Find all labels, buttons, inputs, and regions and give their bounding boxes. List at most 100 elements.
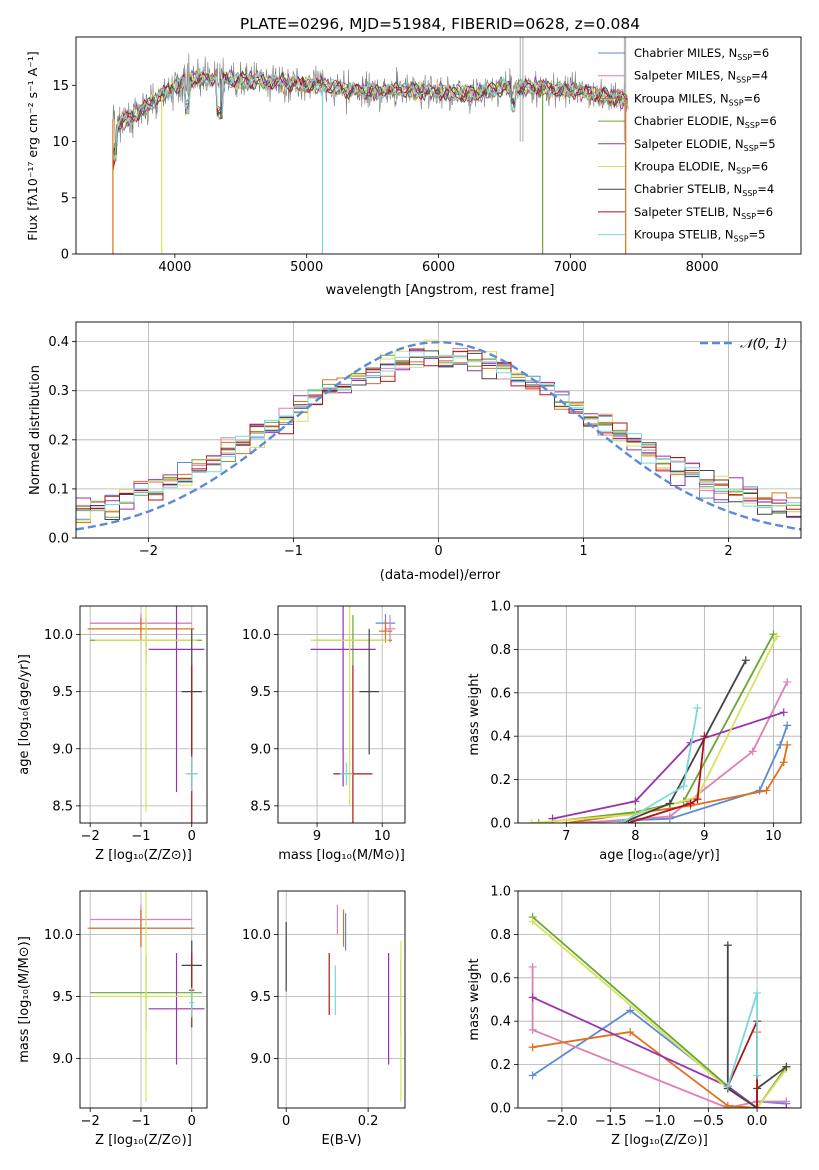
errorbar-point bbox=[95, 606, 197, 812]
y-tick-label: 0.8 bbox=[490, 928, 511, 943]
x-tick-label: 0 bbox=[434, 544, 442, 559]
x-axis-label: E(B-V) bbox=[321, 1133, 361, 1148]
data-point bbox=[528, 1025, 537, 1034]
data-point bbox=[528, 1071, 537, 1080]
data-point bbox=[779, 758, 788, 767]
plot-area bbox=[112, 37, 629, 254]
y-tick-label: 9.0 bbox=[250, 1052, 271, 1067]
data-point bbox=[665, 812, 674, 821]
plot-area bbox=[87, 891, 205, 1102]
series-line bbox=[562, 740, 792, 823]
y-axis-label: Normed distribution bbox=[28, 365, 43, 495]
x-tick-label: 0.0 bbox=[747, 1114, 768, 1129]
panel-massweight-vs-metallicity: −2.0 −1.5 −1.0 −0.5 0.0 0.0 0.2 0.4 0.6 0.8 1.0 Z [… bbox=[467, 885, 802, 1148]
data-point bbox=[723, 1082, 732, 1091]
x-tick-label: 1 bbox=[579, 544, 587, 559]
axes-frame bbox=[79, 890, 208, 1109]
legend: Chabrier MILES, NSSP=6 Salpeter MILES, NS… bbox=[598, 46, 777, 244]
series-path bbox=[726, 945, 787, 1108]
y-axis-label: age [log₁₀(age/yr)] bbox=[17, 654, 32, 775]
y-tick-label: 0.6 bbox=[490, 686, 511, 701]
panel-massweight-vs-age: 7 8 9 10 0.0 0.2 0.4 0.6 0.8 1.0 age [log₁₀(age/yr… bbox=[467, 600, 802, 863]
x-tick-label: 10 bbox=[374, 829, 391, 844]
y-axis-label: mass weight bbox=[467, 958, 482, 1040]
errorbar-point bbox=[185, 756, 198, 792]
panel-residuals: −2 −1 0 1 2 0.0 0.1 0.2 0.3 0.4 𝒩(0, 1) (data-model… bbox=[28, 321, 802, 583]
legend: 𝒩(0, 1) bbox=[700, 337, 787, 352]
y-tick-label: 10.0 bbox=[44, 928, 73, 943]
y-tick-label: 1.0 bbox=[490, 600, 511, 615]
plot-area bbox=[310, 606, 396, 823]
data-point bbox=[782, 1062, 791, 1071]
x-tick-label: 9 bbox=[700, 829, 708, 844]
x-axis-label: Z [log₁₀(Z/Z⊙)] bbox=[95, 1133, 192, 1148]
y-tick-label: 0.2 bbox=[490, 773, 511, 788]
x-tick-label: 8 bbox=[631, 829, 639, 844]
errorbar-point bbox=[384, 615, 396, 643]
x-tick-label: −1 bbox=[131, 829, 150, 844]
legend-entry: Salpeter ELODIE, NSSP=5 bbox=[634, 137, 776, 153]
data-point bbox=[631, 797, 640, 806]
x-tick-label: −1 bbox=[284, 544, 303, 559]
plot-area bbox=[527, 630, 792, 823]
legend-entry: Chabrier STELIB, NSSP=4 bbox=[634, 182, 774, 198]
data-point bbox=[665, 799, 674, 808]
x-tick-label: 2 bbox=[724, 544, 732, 559]
y-tick-label: 9.5 bbox=[250, 685, 271, 700]
series-path bbox=[532, 996, 787, 1108]
y-tick-label: 9.5 bbox=[52, 685, 73, 700]
y-tick-label: 0.4 bbox=[490, 1015, 511, 1030]
data-point bbox=[753, 1104, 762, 1108]
data-point bbox=[693, 795, 702, 804]
series-line bbox=[527, 632, 781, 823]
data-point bbox=[679, 782, 688, 791]
x-tick-label: 10 bbox=[765, 829, 782, 844]
data-point bbox=[624, 819, 633, 823]
legend-entry: Chabrier ELODIE, NSSP=6 bbox=[634, 114, 777, 130]
y-tick-label: 9.5 bbox=[250, 990, 271, 1005]
series-path bbox=[628, 736, 706, 823]
x-tick-label: 8000 bbox=[686, 260, 719, 275]
y-axis-label: mass [log₁₀(M/M⊙)] bbox=[17, 936, 32, 1063]
x-tick-label: −1.5 bbox=[595, 1114, 627, 1129]
data-point bbox=[528, 993, 537, 1002]
x-tick-label: −0.5 bbox=[693, 1114, 725, 1129]
y-tick-label: 0 bbox=[61, 248, 69, 263]
errorbar-point bbox=[310, 606, 376, 787]
x-tick-label: 7 bbox=[562, 829, 570, 844]
series-line bbox=[723, 988, 762, 1091]
y-tick-label: 0.6 bbox=[490, 971, 511, 986]
y-tick-label: 15 bbox=[52, 79, 69, 94]
data-point bbox=[753, 1071, 762, 1080]
data-point bbox=[528, 1043, 537, 1052]
x-axis-label: Z [log₁₀(Z/Z⊙)] bbox=[95, 848, 192, 863]
panel-spectrum: 4000 5000 6000 7000 8000 0 5 10 15 Chabrier MILES… bbox=[25, 36, 802, 298]
legend-entry: Chabrier MILES, NSSP=6 bbox=[634, 46, 769, 62]
errorbar-point bbox=[378, 619, 392, 643]
legend-entry: Salpeter STELIB, NSSP=6 bbox=[634, 205, 773, 221]
data-point bbox=[748, 747, 757, 756]
y-tick-label: 0.4 bbox=[48, 335, 69, 350]
y-tick-label: 10 bbox=[52, 135, 69, 150]
legend-entry: Kroupa MILES, NSSP=6 bbox=[634, 91, 760, 107]
series-path bbox=[726, 992, 758, 1087]
errorbar-point bbox=[148, 953, 205, 1065]
y-tick-label: 1.0 bbox=[490, 885, 511, 900]
data-point bbox=[528, 917, 537, 926]
data-point bbox=[528, 962, 537, 971]
x-tick-label: 0 bbox=[188, 829, 196, 844]
panel-age-vs-mass: 9 10 8.5 9.0 9.5 10.0 mass [log₁₀(M/M⊙)] bbox=[242, 605, 406, 863]
model-spectrum bbox=[112, 71, 628, 161]
histogram-series bbox=[76, 351, 801, 512]
x-axis-label: age [log₁₀(age/yr)] bbox=[599, 848, 720, 863]
model-spectrum bbox=[112, 70, 628, 172]
data-point bbox=[782, 1104, 791, 1108]
x-axis-label: mass [log₁₀(M/M⊙)] bbox=[278, 848, 405, 863]
y-tick-label: 10.0 bbox=[242, 928, 271, 943]
axes-frame bbox=[79, 605, 208, 824]
data-point bbox=[693, 703, 702, 712]
x-tick-label: −2.0 bbox=[546, 1114, 578, 1129]
y-tick-label: 5 bbox=[61, 191, 69, 206]
y-tick-label: 10.0 bbox=[44, 628, 73, 643]
